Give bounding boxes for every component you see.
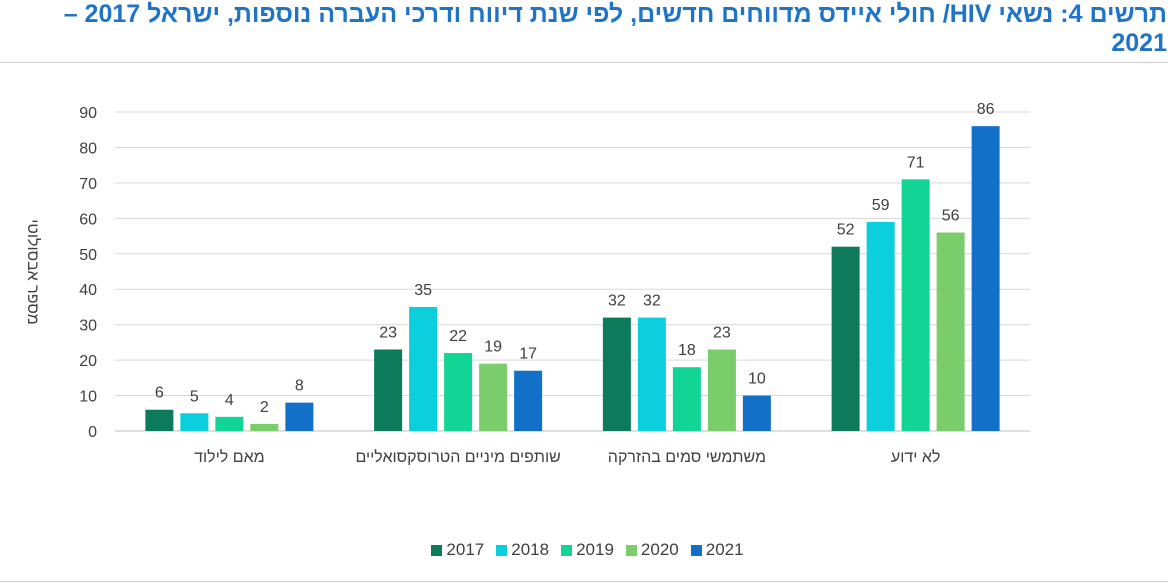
- bar: [707, 349, 736, 431]
- legend-item: 2021: [690, 540, 744, 560]
- y-tick-label: 0: [88, 424, 97, 441]
- legend-swatch: [431, 544, 443, 556]
- data-label: 86: [977, 101, 995, 118]
- bar: [831, 246, 860, 431]
- data-label: 6: [155, 385, 164, 402]
- bar: [285, 402, 314, 431]
- y-tick-label: 80: [79, 140, 97, 157]
- data-label: 5: [190, 388, 199, 405]
- bar: [479, 363, 508, 431]
- data-label: 18: [678, 342, 696, 359]
- legend-item: 2017: [431, 540, 484, 560]
- bar: [742, 395, 771, 431]
- x-tick-label: שותפים מיניים הטרוסקסואליים: [355, 448, 560, 466]
- x-tick-label: לא ידוע: [891, 448, 940, 466]
- data-label: 22: [449, 328, 467, 345]
- data-label: 2: [260, 399, 269, 416]
- data-label: 19: [484, 339, 502, 356]
- legend-swatch: [561, 544, 573, 556]
- bar: [971, 126, 1000, 431]
- data-label: 71: [907, 154, 925, 171]
- data-label: 23: [379, 324, 397, 341]
- legend-swatch: [496, 544, 508, 556]
- bar: [672, 367, 701, 431]
- data-label: 23: [713, 324, 731, 341]
- bar: [866, 221, 895, 431]
- bar: [215, 416, 244, 431]
- chart-frame: [0, 62, 1168, 582]
- legend: 2017 2018 2019 2020 2021: [0, 540, 1175, 560]
- y-tick-label: 20: [79, 353, 97, 370]
- data-label: 32: [608, 293, 626, 310]
- bar: [637, 317, 666, 431]
- bar: [250, 423, 279, 431]
- legend-item: 2020: [625, 540, 679, 560]
- bar: [145, 409, 174, 431]
- data-label: 52: [837, 222, 855, 239]
- y-axis-label: מספר אבסולוטי: [24, 219, 42, 325]
- y-tick-label: 30: [79, 318, 97, 335]
- data-labels: 6 5 4 2 8 23 35 22 19 17 32 32 18 23 10 52 59 71 56 86: [155, 101, 995, 416]
- data-label: 32: [643, 293, 661, 310]
- legend-label: 2019: [576, 540, 614, 559]
- legend-swatch: [690, 544, 702, 556]
- data-label: 59: [872, 197, 890, 214]
- data-label: 56: [942, 208, 960, 225]
- legend-label: 2020: [640, 540, 679, 559]
- data-label: 4: [225, 392, 234, 409]
- legend-label: 2021: [705, 540, 744, 559]
- chart-title: תרשים 4: נשאי HIV/ חולי איידס מדווחים חד…: [63, 0, 1167, 57]
- legend-swatch: [625, 544, 637, 556]
- y-tick-label: 50: [79, 247, 97, 264]
- x-tick-label: מאם לילוד: [194, 448, 264, 466]
- legend-label: 2017: [446, 540, 485, 559]
- bar: [936, 232, 965, 431]
- y-tick-label: 70: [79, 176, 97, 193]
- bar: [374, 349, 403, 431]
- bar: [180, 413, 209, 431]
- legend-item: 2019: [561, 540, 614, 560]
- data-label: 17: [519, 346, 537, 363]
- bar: [602, 317, 631, 431]
- bar: [901, 179, 930, 431]
- data-label: 10: [748, 371, 766, 388]
- bar: [444, 353, 473, 431]
- data-label: 8: [295, 378, 304, 395]
- data-label: 35: [414, 282, 432, 299]
- legend-item: 2018: [496, 540, 549, 560]
- y-tick-label: 40: [79, 282, 97, 299]
- x-tick-label: משתמשי סמים בהזרקה: [608, 449, 766, 466]
- y-axis-ticks: 0 10 20 30 40 50 60 70 80 90: [79, 105, 97, 441]
- y-tick-label: 90: [79, 105, 97, 122]
- bars: [145, 126, 1000, 431]
- y-tick-label: 60: [79, 211, 97, 228]
- x-axis-labels: מאם לילוד שותפים מיניים הטרוסקסואליים משתמ…: [194, 448, 940, 466]
- y-tick-label: 10: [79, 389, 97, 406]
- legend-label: 2018: [511, 540, 550, 559]
- bar: [409, 306, 438, 431]
- bar: [514, 370, 543, 431]
